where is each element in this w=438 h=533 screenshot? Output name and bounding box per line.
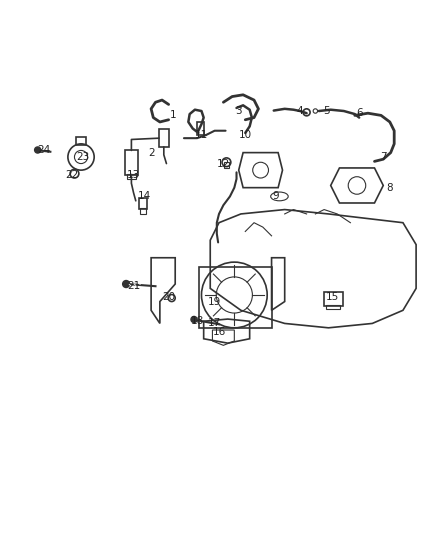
Text: 23: 23 [77, 152, 90, 162]
Text: 22: 22 [66, 169, 79, 180]
Text: 9: 9 [272, 191, 279, 201]
Text: 12: 12 [217, 159, 230, 168]
Text: 14: 14 [138, 191, 151, 201]
Circle shape [191, 317, 197, 322]
Circle shape [123, 280, 130, 287]
Text: 21: 21 [127, 281, 140, 291]
Text: 19: 19 [208, 296, 221, 306]
Text: 8: 8 [386, 183, 393, 192]
Text: 4: 4 [297, 106, 304, 116]
Text: 11: 11 [195, 130, 208, 140]
Text: 1: 1 [170, 110, 177, 120]
Text: 16: 16 [212, 327, 226, 337]
Text: 10: 10 [239, 130, 252, 140]
Circle shape [35, 147, 41, 153]
Bar [125, 150, 138, 174]
Bar [159, 130, 169, 147]
Text: 17: 17 [208, 318, 221, 328]
Bar [197, 122, 204, 135]
Bar [76, 137, 86, 145]
Text: 2: 2 [148, 148, 155, 158]
Text: 20: 20 [162, 292, 175, 302]
Text: 24: 24 [37, 146, 50, 156]
Text: 7: 7 [380, 152, 387, 162]
Text: 6: 6 [356, 108, 363, 118]
Text: 15: 15 [326, 292, 339, 302]
Bar [224, 162, 229, 168]
Bar [326, 305, 340, 310]
Text: 3: 3 [235, 106, 242, 116]
Bar [140, 208, 146, 214]
Text: 5: 5 [323, 106, 330, 116]
Text: 18: 18 [191, 316, 204, 326]
Bar [127, 174, 136, 179]
Bar [139, 198, 147, 209]
Text: 13: 13 [127, 169, 140, 180]
Bar [324, 292, 343, 306]
